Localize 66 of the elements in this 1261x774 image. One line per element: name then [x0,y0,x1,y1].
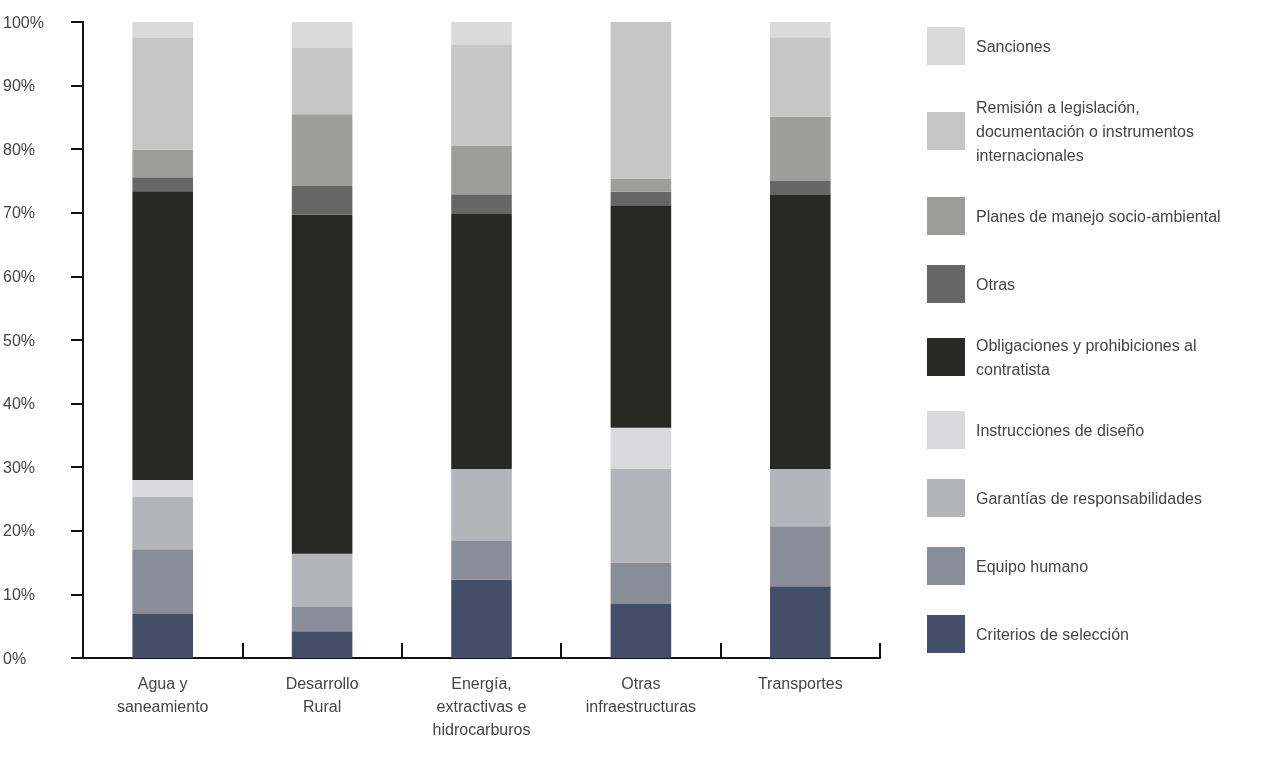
bar [132,549,193,615]
bar [770,181,831,195]
bar [770,116,831,181]
bar [770,526,831,587]
bar [132,149,193,178]
bar [610,205,672,428]
legend-label: Sanciones [976,37,1051,55]
bar [770,22,831,38]
legend-label: Obligaciones y prohibiciones al contratista [976,336,1202,378]
bar [610,603,672,658]
bar [291,186,353,215]
x-tick-label: Otras infraestructuras [585,675,697,715]
legend-label: Otras [976,275,1016,293]
legend-label: Garantías de responsabilidades [976,489,1202,507]
bar [451,469,512,541]
y-tick-label: 20% [3,522,36,540]
bar [770,586,831,658]
bar [451,146,512,195]
bar [132,22,193,38]
x-tick-label: Energía, extractivas e hidrocarburos [432,675,531,738]
bar [451,22,512,45]
bar [451,579,512,658]
bar [451,540,512,580]
bar [610,178,672,192]
y-tick-label: 60% [3,267,36,285]
y-tick-label: 40% [3,395,36,413]
y-tick-label: 30% [3,458,36,476]
bar [451,194,512,215]
y-tick-label: 0% [3,649,27,667]
bar [132,614,193,658]
legend-label: Equipo humano [976,557,1089,575]
bar [132,479,193,498]
x-tick-label: Agua y saneamiento [116,675,209,715]
x-tick-label: Desarrollo Rural [285,675,359,715]
legend-label: Remisión a legislación, documentación o instrumentos internacionales [976,98,1199,164]
bar [132,177,193,192]
y-tick-label: 50% [3,331,36,349]
y-tick-label: 10% [3,585,36,603]
bar [610,427,672,470]
legend-label: Criterios de selección [976,625,1129,643]
bar [451,214,512,470]
bar [770,37,831,117]
y-tick-label: 100% [3,13,44,31]
bar [610,562,672,604]
bar [291,48,353,115]
bar [291,607,353,632]
bar [291,114,353,187]
bar [291,631,353,658]
bar [610,469,672,563]
legend-label: Planes de manejo socio-ambiental [976,207,1221,225]
bar [770,469,831,527]
y-tick-label: 80% [3,140,36,158]
bar [770,194,831,470]
y-tick-label: 90% [3,77,36,95]
bar [291,214,353,554]
bar [291,553,353,608]
legend-label: Instrucciones de diseño [976,421,1145,439]
x-tick-label: Transportes [757,675,843,692]
bar [291,22,353,49]
bar [610,22,672,179]
bar [132,497,193,550]
bar [132,191,193,480]
bar [132,37,193,150]
bar [451,44,512,147]
y-tick-label: 70% [3,204,36,222]
bar [610,191,672,206]
